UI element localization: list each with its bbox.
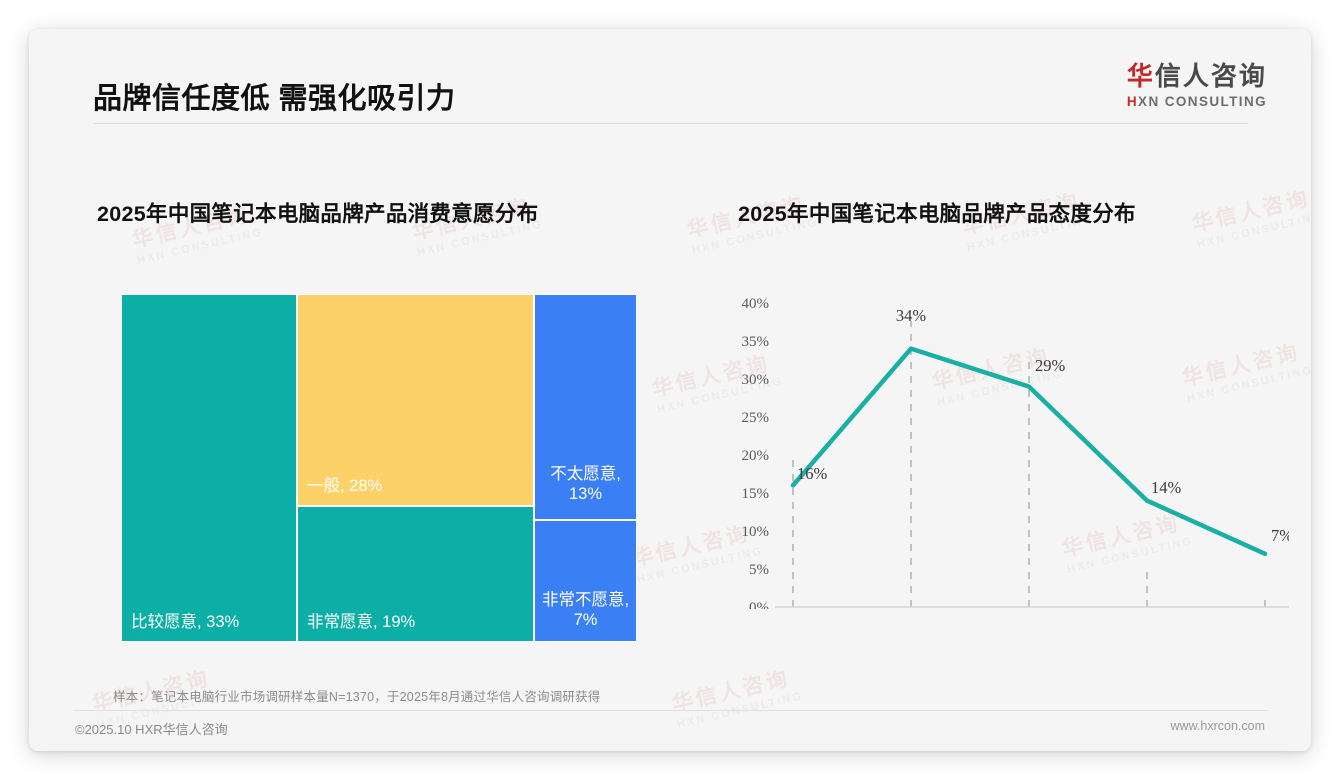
website-url[interactable]: www.hxrcon.com <box>1170 719 1265 733</box>
point-label-4: 7% <box>1271 526 1289 545</box>
page-title: 品牌信任度低 需强化吸引力 <box>93 83 456 115</box>
y-tick-40: 40% <box>742 296 770 312</box>
line-series-path <box>790 346 1268 557</box>
y-tick-25: 25% <box>742 410 770 426</box>
right-chart-panel: 2025年中国笔记本电脑品牌产品态度分布 40% 35% 30% 25% 20%… <box>709 169 1289 669</box>
left-chart-panel: 2025年中国笔记本电脑品牌产品消费意愿分布 比较愿意, 33% 一般, 28%… <box>67 169 667 669</box>
slide-header: 品牌信任度低 需强化吸引力 华信人咨询 HXN CONSULTING <box>29 29 1311 125</box>
source-note: 样本：笔记本电脑行业市场调研样本量N=1370，于2025年8月通过华信人咨询调… <box>113 690 601 704</box>
y-tick-30: 30% <box>742 372 770 388</box>
y-tick-10: 10% <box>742 524 770 540</box>
footer-divider <box>73 710 1268 711</box>
point-label-3: 14% <box>1151 478 1182 497</box>
y-tick-5: 5% <box>749 562 769 578</box>
header-divider <box>93 123 1248 124</box>
y-tick-15: 15% <box>742 486 770 502</box>
treemap-cell-4[interactable]: 非常不愿意, 7% <box>534 520 637 642</box>
y-tick-35: 35% <box>742 334 770 350</box>
logo-en-accent-char: H <box>1126 94 1139 110</box>
watermark: 华信人咨询 HXN CONSULTING <box>669 660 804 731</box>
line-chart: 40% 35% 30% 25% 20% 15% 10% 5% 0% <box>709 279 1289 609</box>
logo-chinese-text: 华信人咨询 <box>1126 61 1267 91</box>
logo-cn-rest: 信人咨询 <box>1154 61 1267 91</box>
treemap-chart: 比较愿意, 33% 一般, 28% 非常愿意, 19% 不太愿意, 13% 非常… <box>121 294 637 642</box>
left-chart-title: 2025年中国笔记本电脑品牌产品消费意愿分布 <box>97 202 539 226</box>
y-tick-0: 0% <box>749 600 769 609</box>
point-label-1: 34% <box>896 306 927 325</box>
y-axis-tick-labels: 40% 35% 30% 25% 20% 15% 10% 5% 0% <box>742 296 770 609</box>
copyright-text: ©2025.10 HXR华信人咨询 <box>75 722 228 737</box>
company-logo: 华信人咨询 HXN CONSULTING <box>1126 61 1267 109</box>
treemap-cell-label: 非常不愿意, 7% <box>541 590 630 630</box>
line-chart-svg: 40% 35% 30% 25% 20% 15% 10% 5% 0% <box>742 296 1289 609</box>
treemap-cell-2[interactable]: 一般, 28% <box>297 294 534 506</box>
logo-cn-accent-char: 华 <box>1126 61 1155 91</box>
right-chart-title: 2025年中国笔记本电脑品牌产品态度分布 <box>738 202 1136 226</box>
y-tick-20: 20% <box>742 448 770 464</box>
treemap-cell-label: 非常愿意, 19% <box>307 613 416 632</box>
treemap-cell-1[interactable]: 非常愿意, 19% <box>297 506 534 642</box>
data-point-labels: 16% 34% 29% 14% 7% <box>797 306 1289 545</box>
logo-en-rest: XN CONSULTING <box>1138 94 1267 110</box>
vertical-gridlines <box>792 321 1266 607</box>
treemap-cell-0[interactable]: 比较愿意, 33% <box>121 294 297 642</box>
treemap-cell-3[interactable]: 不太愿意, 13% <box>534 294 637 520</box>
logo-english-text: HXN CONSULTING <box>1127 94 1267 109</box>
point-label-0: 16% <box>797 464 828 483</box>
slide-canvas: 华信人咨询 HXN CONSULTING 华信人咨询 HXN CONSULTIN… <box>29 29 1311 751</box>
point-label-2: 29% <box>1035 356 1066 375</box>
treemap-cell-label: 不太愿意, 13% <box>550 464 621 504</box>
treemap-cell-label: 比较愿意, 33% <box>131 613 240 632</box>
treemap-cell-label: 一般, 28% <box>307 477 383 496</box>
